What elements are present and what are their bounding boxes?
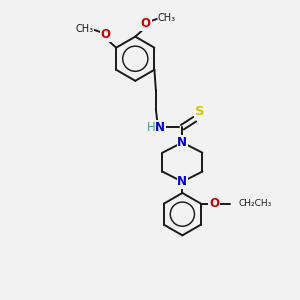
Text: O: O [101,28,111,41]
Text: CH₃: CH₃ [75,24,94,34]
Text: O: O [141,17,151,30]
Text: O: O [209,197,219,210]
Text: N: N [177,175,188,188]
Text: CH₂CH₃: CH₂CH₃ [238,199,272,208]
Text: H: H [146,121,155,134]
Text: N: N [155,121,165,134]
Text: CH₃: CH₃ [158,13,176,23]
Text: N: N [177,136,188,149]
Text: S: S [195,105,205,119]
